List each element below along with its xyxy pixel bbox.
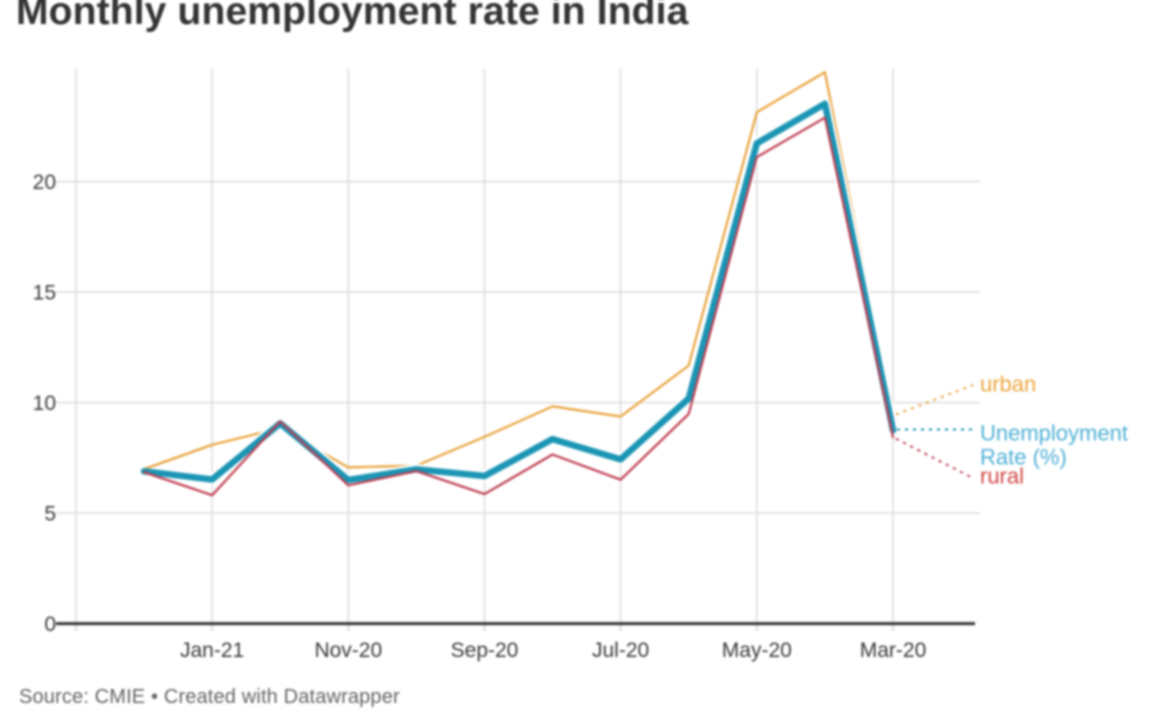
svg-text:20: 20 — [33, 171, 56, 194]
svg-text:10: 10 — [33, 392, 56, 415]
svg-text:May-20: May-20 — [722, 639, 792, 662]
svg-text:5: 5 — [44, 503, 56, 526]
svg-text:Sep-20: Sep-20 — [451, 639, 519, 662]
svg-text:15: 15 — [33, 282, 56, 305]
svg-text:rural: rural — [980, 464, 1024, 489]
svg-text:Nov-20: Nov-20 — [314, 639, 382, 662]
svg-text:0: 0 — [44, 613, 56, 636]
svg-text:Unemployment: Unemployment — [980, 421, 1128, 446]
svg-text:Mar-20: Mar-20 — [860, 639, 927, 662]
svg-text:Jan-21: Jan-21 — [180, 639, 244, 662]
svg-text:Rate (%): Rate (%) — [980, 445, 1067, 470]
svg-text:urban: urban — [980, 372, 1036, 397]
svg-text:Jul-20: Jul-20 — [592, 639, 649, 662]
